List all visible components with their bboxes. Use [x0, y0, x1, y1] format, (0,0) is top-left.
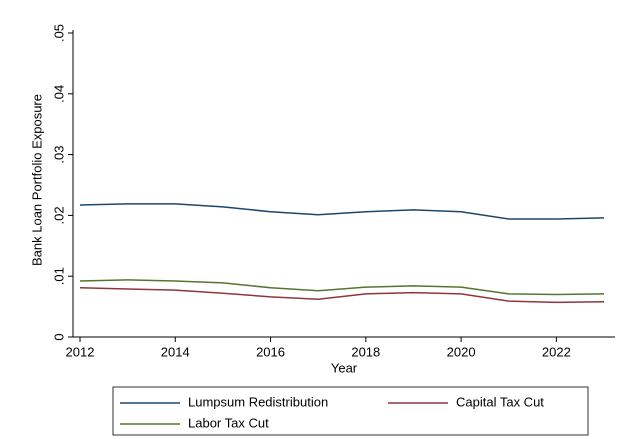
y-tick-label: .04 [51, 85, 66, 103]
x-tick-label: 2020 [447, 344, 476, 359]
y-tick-label: .03 [51, 146, 66, 164]
y-tick-label: 0 [51, 333, 66, 340]
y-axis-title: Bank Loan Portfolio Exposure [29, 94, 44, 266]
legend [112, 386, 589, 436]
series-line [79, 279, 605, 296]
x-tick-label: 2014 [161, 344, 190, 359]
x-tick-label: 2012 [66, 344, 95, 359]
x-axis-title: Year [331, 360, 358, 375]
x-tick-label: 2022 [542, 344, 571, 359]
legend-label: Labor Tax Cut [188, 415, 269, 430]
x-tick-label: 2016 [256, 344, 285, 359]
series-line [79, 287, 605, 304]
y-tick-label: .05 [51, 24, 66, 42]
y-tick-label: .02 [51, 206, 66, 224]
legend-label: Lumpsum Redistribution [188, 394, 328, 409]
x-tick-label: 2018 [351, 344, 380, 359]
series-line [79, 203, 605, 220]
y-tick-label: .01 [51, 267, 66, 285]
legend-label: Capital Tax Cut [456, 394, 544, 409]
